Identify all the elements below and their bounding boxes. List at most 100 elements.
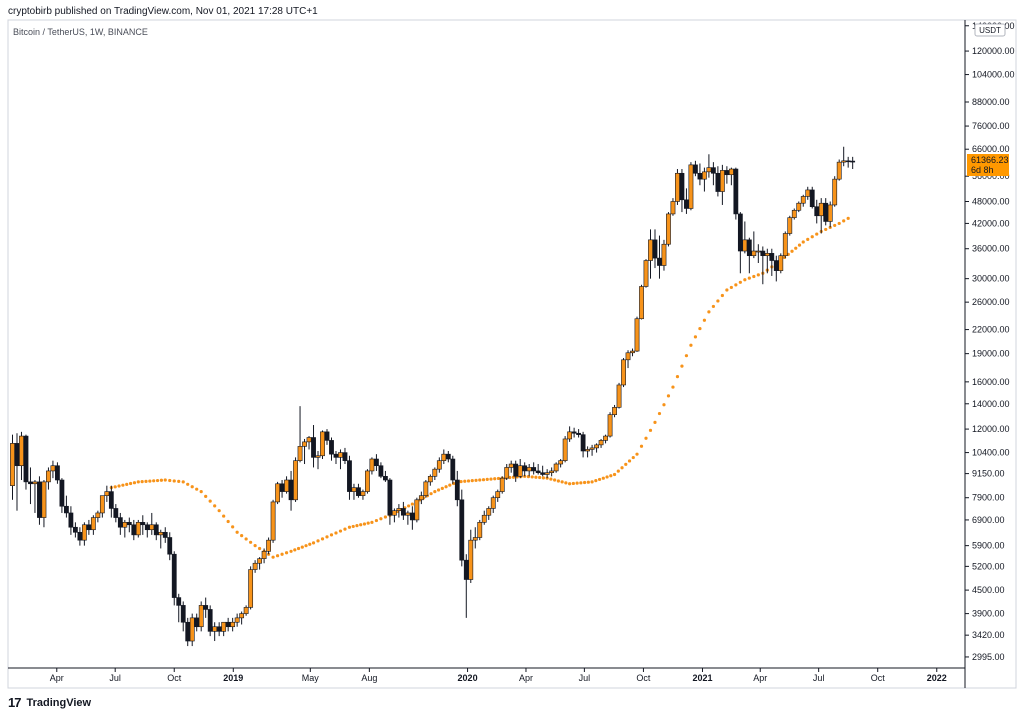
candle-body [832,178,838,206]
candle [171,551,177,606]
price-tick-label: 10400.00 [972,448,1010,458]
candle [329,437,334,461]
ma-dot [684,354,689,358]
ma-dot [253,544,257,548]
candle-body [728,168,734,176]
ma-dot [474,478,478,482]
ma-dot [213,504,217,508]
currency-badge[interactable] [974,23,1006,37]
candle [652,229,658,269]
candle [845,156,851,168]
candle-body [333,453,339,458]
candle-body [800,196,806,204]
candle-body [585,449,590,452]
candle-body [189,617,195,642]
price-tick-label: 76000.00 [972,121,1010,131]
time-axis[interactable]: Apr Jul Oct 2019 May Aug 2020 Apr Jul Oct 2021 Apr J… [50,668,947,683]
candle [383,470,388,482]
ma-dot [680,364,684,368]
candle [104,485,110,502]
candle-body [441,453,447,461]
candle [675,169,680,205]
candle [684,188,689,214]
candle [198,601,204,632]
candle-body [755,250,761,253]
candle-body [535,470,541,474]
ma-dot [128,481,133,486]
candle-body [207,609,213,632]
price-tick-label: 2995.00 [972,652,1005,662]
candle-body [463,559,469,580]
candle-body [324,431,330,441]
ma-dot [635,452,639,456]
candle [495,489,501,502]
candle-body [688,164,694,209]
candle-body [845,160,851,163]
candle-body [791,209,797,218]
candle-body [288,479,294,501]
candle-body [59,479,65,507]
candle [405,510,411,525]
candle [486,506,492,520]
ma-dot [653,420,657,424]
candle-body [472,537,478,541]
candle [275,481,280,505]
time-tick-label: Jul [579,673,591,683]
candle-body [167,537,173,555]
candle [55,462,60,484]
time-tick-label: Oct [871,673,886,683]
candle-body [113,508,119,518]
candle [239,611,245,625]
candle-body [675,172,680,202]
ma-dot [756,273,760,277]
candle-body [400,508,406,516]
ma-dot [689,343,693,347]
candle [185,617,191,647]
candle-body [805,189,811,197]
ma-dot [810,235,814,239]
candle-body [216,626,222,632]
ma-dot [597,477,602,482]
ma-dot [347,525,352,529]
candle [746,237,752,274]
candle [634,316,640,352]
candle-body [23,435,29,483]
ma-dot [235,530,239,534]
price-tick-label: 7900.00 [972,493,1005,503]
candle [284,476,289,494]
candle-body [508,463,514,468]
ma-dot [671,385,675,389]
candle-body [86,524,92,531]
candle [342,447,348,465]
ma-dot [662,403,666,407]
candle [719,164,725,205]
price-axis[interactable]: 140000.00120000.00104000.0088000.0076000… [965,21,1015,662]
candle-body [670,201,676,215]
candle [679,169,685,213]
candle [409,506,415,530]
ma-dot [444,485,448,489]
candle [742,221,748,254]
candle [423,480,429,498]
ma-dot [244,537,248,541]
ma-dot [553,478,557,482]
candle-body [850,160,856,163]
candle [324,429,330,445]
candle [670,198,676,216]
candle [508,460,514,473]
price-tick-label: 14000.00 [972,399,1010,409]
ma-dot [448,483,452,487]
candle-body [576,432,582,435]
candle-body [180,605,186,623]
ma-dot [693,335,698,339]
ma-dot [644,436,648,440]
candle [81,522,87,546]
time-tick-label: Apr [50,673,64,683]
candle-body [257,558,263,564]
candle [347,455,352,500]
candle [468,529,474,583]
candle [230,617,236,632]
ma-dot [582,480,587,485]
tradingview-logo[interactable]: 17 TradingView [8,695,91,710]
